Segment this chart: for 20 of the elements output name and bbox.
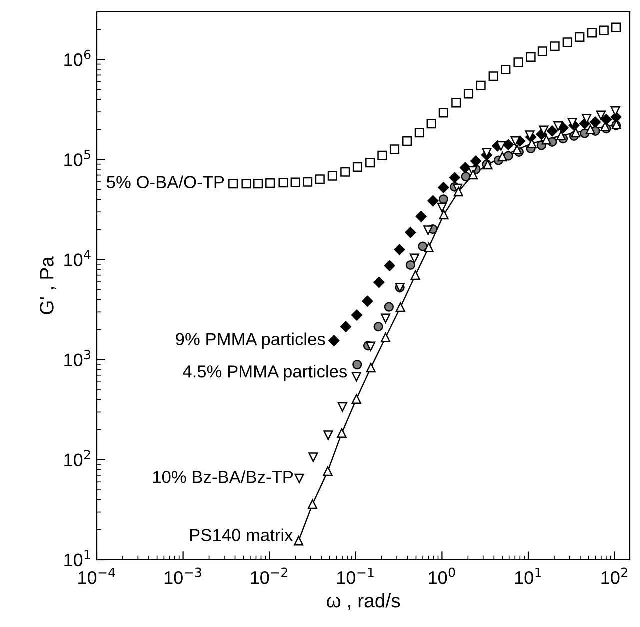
y-tick-label: 10$^{3}$ bbox=[64, 350, 91, 366]
y-tick-label: 10$^{5}$ bbox=[64, 150, 90, 166]
series-label: 5% O-BA/O-TP bbox=[107, 176, 224, 188]
y-tick-label: 10$^{4}$ bbox=[64, 250, 91, 266]
y-axis-title: G' , Pa bbox=[40, 256, 56, 314]
x-tick-label: 10$^{1}$ bbox=[515, 568, 542, 584]
y-tick-label: 10$^{6}$ bbox=[64, 50, 91, 66]
x-tick-label: 10$^{−3}$ bbox=[164, 568, 202, 584]
series-label: PS140 matrix bbox=[190, 528, 294, 542]
x-tick-label: 10$^{−2}$ bbox=[251, 568, 288, 584]
x-axis-title: ω , rad/s bbox=[326, 594, 400, 610]
series-label: 9% PMMA particles bbox=[176, 332, 326, 349]
y-tick-label: 10$^{1}$ bbox=[64, 550, 90, 567]
x-tick-label: 10$^{0}$ bbox=[429, 568, 456, 584]
x-tick-label: 10$^{−4}$ bbox=[78, 568, 116, 584]
series-label: 10% Bz-BA/Bz-TP bbox=[153, 470, 294, 484]
series-label: 4.5% PMMA particles bbox=[183, 365, 348, 382]
x-tick-label: 10$^{2}$ bbox=[602, 568, 628, 584]
x-tick-label: 10$^{−1}$ bbox=[338, 568, 374, 584]
y-tick-label: 10$^{2}$ bbox=[64, 450, 90, 467]
